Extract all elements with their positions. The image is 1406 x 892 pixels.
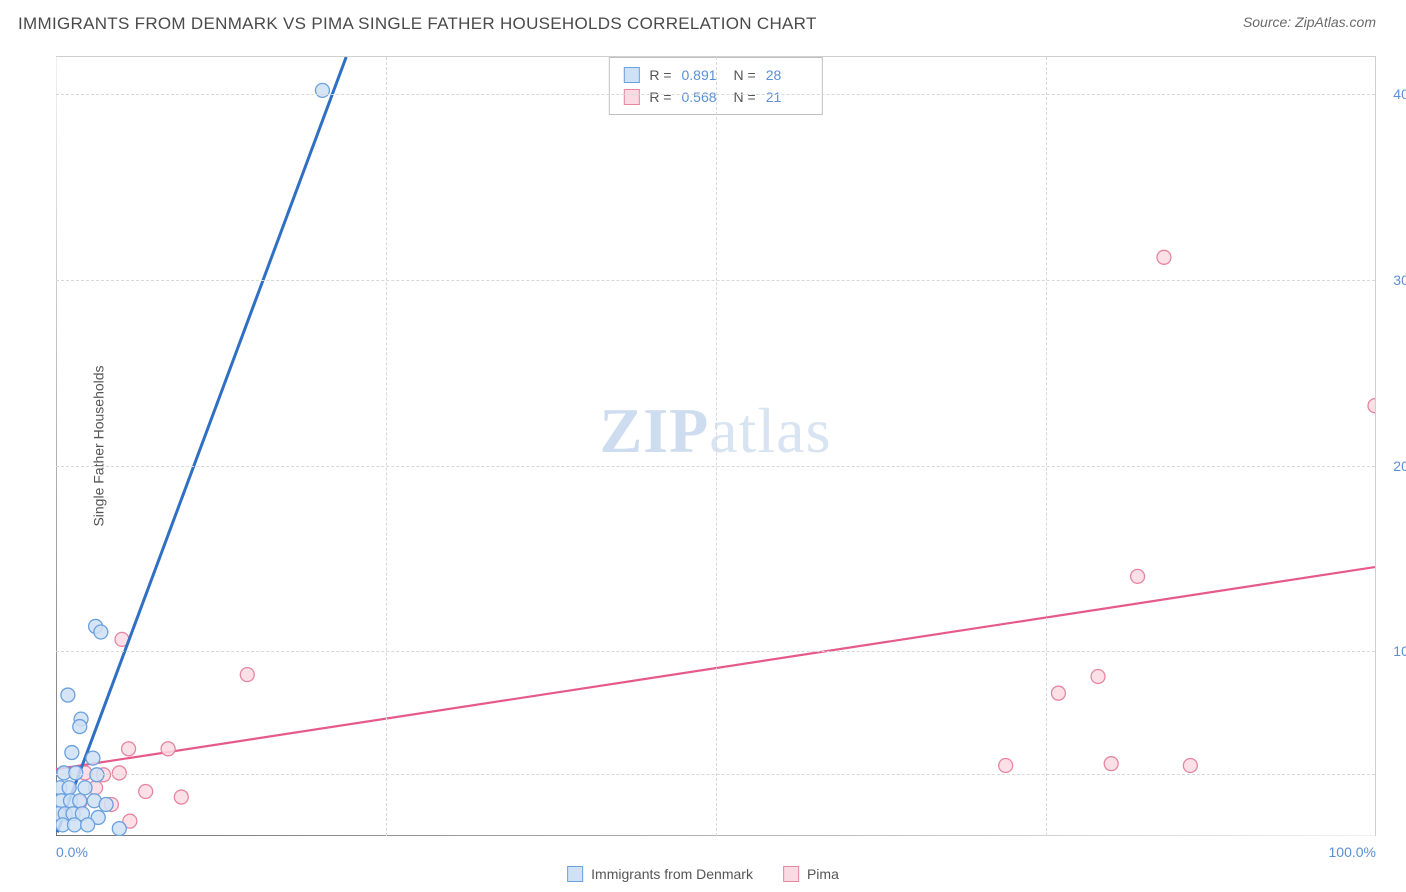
data-point <box>174 790 188 804</box>
data-point <box>1131 569 1145 583</box>
grid-line-v <box>1046 57 1047 836</box>
n-label: N = <box>734 86 756 108</box>
x-tick-label: 0.0% <box>56 844 88 860</box>
data-point <box>73 794 87 808</box>
data-point <box>999 759 1013 773</box>
data-point <box>1183 759 1197 773</box>
data-point <box>315 83 329 97</box>
data-point <box>86 751 100 765</box>
data-point <box>65 746 79 760</box>
n-value-denmark: 28 <box>766 64 808 86</box>
data-point <box>81 818 95 832</box>
grid-line-v <box>386 57 387 836</box>
data-point <box>122 742 136 756</box>
n-value-pima: 21 <box>766 86 808 108</box>
data-point <box>112 822 126 836</box>
data-point <box>1157 250 1171 264</box>
data-point <box>73 720 87 734</box>
r-value-denmark: 0.891 <box>682 64 724 86</box>
chart-plot-area: ZIPatlas R = 0.891 N = 28 R = 0.568 N = … <box>56 56 1376 836</box>
y-tick-label: 20.0% <box>1383 458 1406 474</box>
swatch-denmark <box>623 67 639 83</box>
r-label: R = <box>649 64 671 86</box>
y-tick-label: 40.0% <box>1383 86 1406 102</box>
y-tick-label: 30.0% <box>1383 272 1406 288</box>
legend-item-pima: Pima <box>783 866 839 882</box>
x-axis-legend: Immigrants from Denmark Pima <box>567 866 839 882</box>
data-point <box>61 688 75 702</box>
data-point <box>78 781 92 795</box>
legend-item-denmark: Immigrants from Denmark <box>567 866 753 882</box>
data-point <box>94 625 108 639</box>
r-label: R = <box>649 86 671 108</box>
chart-title: IMMIGRANTS FROM DENMARK VS PIMA SINGLE F… <box>18 14 817 34</box>
data-point <box>161 742 175 756</box>
grid-line-v <box>716 57 717 836</box>
data-point <box>1368 399 1375 413</box>
data-point <box>1091 669 1105 683</box>
legend-label-denmark: Immigrants from Denmark <box>591 866 753 882</box>
n-label: N = <box>734 64 756 86</box>
legend-label-pima: Pima <box>807 866 839 882</box>
data-point <box>1051 686 1065 700</box>
data-point <box>240 668 254 682</box>
x-tick-label: 100.0% <box>1329 844 1376 860</box>
swatch-pima <box>623 89 639 105</box>
source-label: Source: ZipAtlas.com <box>1243 14 1376 30</box>
swatch-pima <box>783 866 799 882</box>
r-value-pima: 0.568 <box>682 86 724 108</box>
swatch-denmark <box>567 866 583 882</box>
data-point <box>99 797 113 811</box>
data-point <box>139 784 153 798</box>
y-tick-label: 10.0% <box>1383 643 1406 659</box>
data-point <box>62 781 76 795</box>
data-point <box>67 818 81 832</box>
trend-line <box>57 57 346 832</box>
data-point <box>1104 757 1118 771</box>
